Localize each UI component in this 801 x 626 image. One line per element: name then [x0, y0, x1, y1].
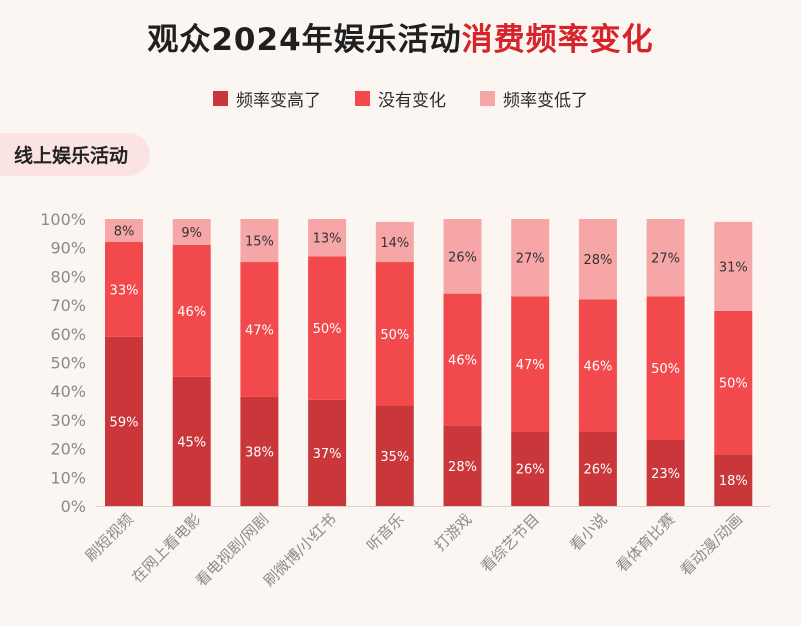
legend-item-lower: 频率变低了 — [480, 86, 588, 111]
bar-segment-lower — [714, 221, 753, 311]
stacked-bar-chart: 0% 10% 20% 30% 40% 50% 60% 70% 80% 90% 100% 59% 33% 8… — [40, 210, 770, 590]
y-tick-label: 0% — [61, 497, 86, 516]
data-label-higher: 59% — [110, 415, 139, 430]
bar-segment-higher — [578, 431, 617, 506]
legend-item-higher: 频率变高了 — [213, 86, 321, 111]
data-label-higher: 37% — [313, 447, 342, 462]
data-label-lower: 13% — [313, 232, 342, 247]
legend-swatch-lower — [480, 91, 495, 106]
legend-item-same: 没有变化 — [355, 86, 446, 111]
data-label-lower: 27% — [516, 252, 545, 267]
bar-segment-higher — [308, 399, 347, 506]
data-label-lower: 9% — [181, 226, 202, 241]
data-label-higher: 38% — [245, 445, 274, 460]
section-label: 线上娱乐活动 — [0, 133, 151, 176]
y-tick-label: 20% — [50, 440, 86, 459]
bar-segment-higher — [172, 376, 211, 506]
bar-segment-higher — [646, 439, 685, 506]
bar-segment-same — [646, 296, 685, 440]
bar-segment-higher — [105, 336, 143, 506]
data-label-same: 46% — [448, 354, 477, 369]
y-tick-label: 80% — [50, 267, 86, 286]
y-tick-label: 90% — [50, 239, 86, 258]
data-label-same: 50% — [313, 322, 342, 337]
bar-segment-higher — [511, 431, 550, 506]
legend: 频率变高了 没有变化 频率变低了 — [0, 86, 801, 111]
category-label: 在网上看电影 — [128, 510, 204, 586]
data-label-higher: 45% — [177, 435, 206, 450]
data-label-lower: 27% — [651, 252, 680, 267]
bar-segment-same — [105, 241, 143, 337]
bar-segment-same — [308, 256, 347, 400]
legend-label-lower: 频率变低了 — [503, 91, 588, 111]
bar-segment-same — [714, 310, 753, 455]
chart-title: 观众2024年娱乐活动消费频率变化 — [0, 14, 801, 59]
bar-segment-lower — [308, 219, 347, 257]
data-label-lower: 15% — [245, 235, 274, 250]
y-tick-label: 40% — [50, 382, 86, 401]
category-label: 看动漫/动画 — [677, 510, 746, 579]
data-label-lower: 31% — [719, 260, 748, 275]
category-label: 刷短视频 — [82, 510, 137, 565]
category-label: 看体育比赛 — [613, 510, 679, 576]
y-tick-label: 70% — [50, 296, 86, 315]
category-label: 听音乐 — [363, 510, 408, 555]
bar-segment-lower — [240, 219, 279, 263]
y-tick-label: 60% — [50, 325, 86, 344]
title-highlight: 消费频率变化 — [461, 22, 654, 58]
legend-label-same: 没有变化 — [378, 91, 446, 111]
bar-segment-lower — [172, 219, 211, 245]
data-label-same: 47% — [245, 323, 274, 338]
data-label-same: 46% — [177, 305, 206, 320]
y-tick-label: 10% — [50, 468, 86, 487]
data-label-higher: 35% — [380, 450, 409, 465]
bar-segment-lower — [646, 219, 685, 297]
bar-segment-higher — [375, 405, 414, 506]
y-tick-label: 100% — [40, 210, 86, 229]
bar-segment-higher — [240, 396, 279, 506]
bar-segment-same — [511, 296, 550, 432]
y-tick-label: 50% — [50, 354, 86, 373]
bar-segment-lower — [375, 221, 414, 263]
data-label-higher: 23% — [651, 467, 680, 482]
category-label: 打游戏 — [431, 510, 476, 555]
bar-segment-higher — [443, 425, 482, 506]
bar-segment-same — [443, 293, 482, 426]
bar-segment-lower — [511, 219, 550, 297]
data-label-higher: 18% — [719, 474, 748, 489]
bar-segment-same — [578, 299, 617, 432]
data-label-lower: 26% — [448, 250, 477, 265]
data-label-lower: 8% — [114, 224, 135, 239]
data-label-lower: 14% — [380, 236, 409, 251]
data-label-same: 50% — [380, 328, 409, 343]
legend-swatch-higher — [213, 91, 228, 106]
legend-swatch-same — [355, 91, 370, 106]
legend-label-higher: 频率变高了 — [236, 91, 321, 111]
category-label: 刷微博/小红书 — [260, 510, 340, 590]
data-label-same: 46% — [583, 359, 612, 374]
bar-segment-lower — [443, 219, 482, 294]
bar-segment-same — [172, 244, 211, 377]
data-label-same: 47% — [516, 358, 545, 373]
category-label: 看综艺节目 — [477, 510, 543, 576]
bar-segment-lower — [105, 219, 143, 242]
bar-segment-same — [375, 262, 414, 406]
data-label-lower: 28% — [583, 253, 612, 268]
data-label-higher: 28% — [448, 460, 477, 475]
category-label: 看小说 — [566, 510, 611, 555]
data-label-same: 50% — [651, 362, 680, 377]
data-label-same: 33% — [110, 283, 139, 298]
data-label-higher: 26% — [583, 463, 612, 478]
bar-segment-lower — [578, 219, 617, 300]
y-tick-label: 30% — [50, 411, 86, 430]
bar-segment-same — [240, 262, 279, 397]
title-main: 观众2024年娱乐活动 — [147, 22, 462, 58]
bar-segment-higher — [714, 454, 753, 506]
data-label-same: 50% — [719, 377, 748, 392]
data-label-higher: 26% — [516, 463, 545, 478]
